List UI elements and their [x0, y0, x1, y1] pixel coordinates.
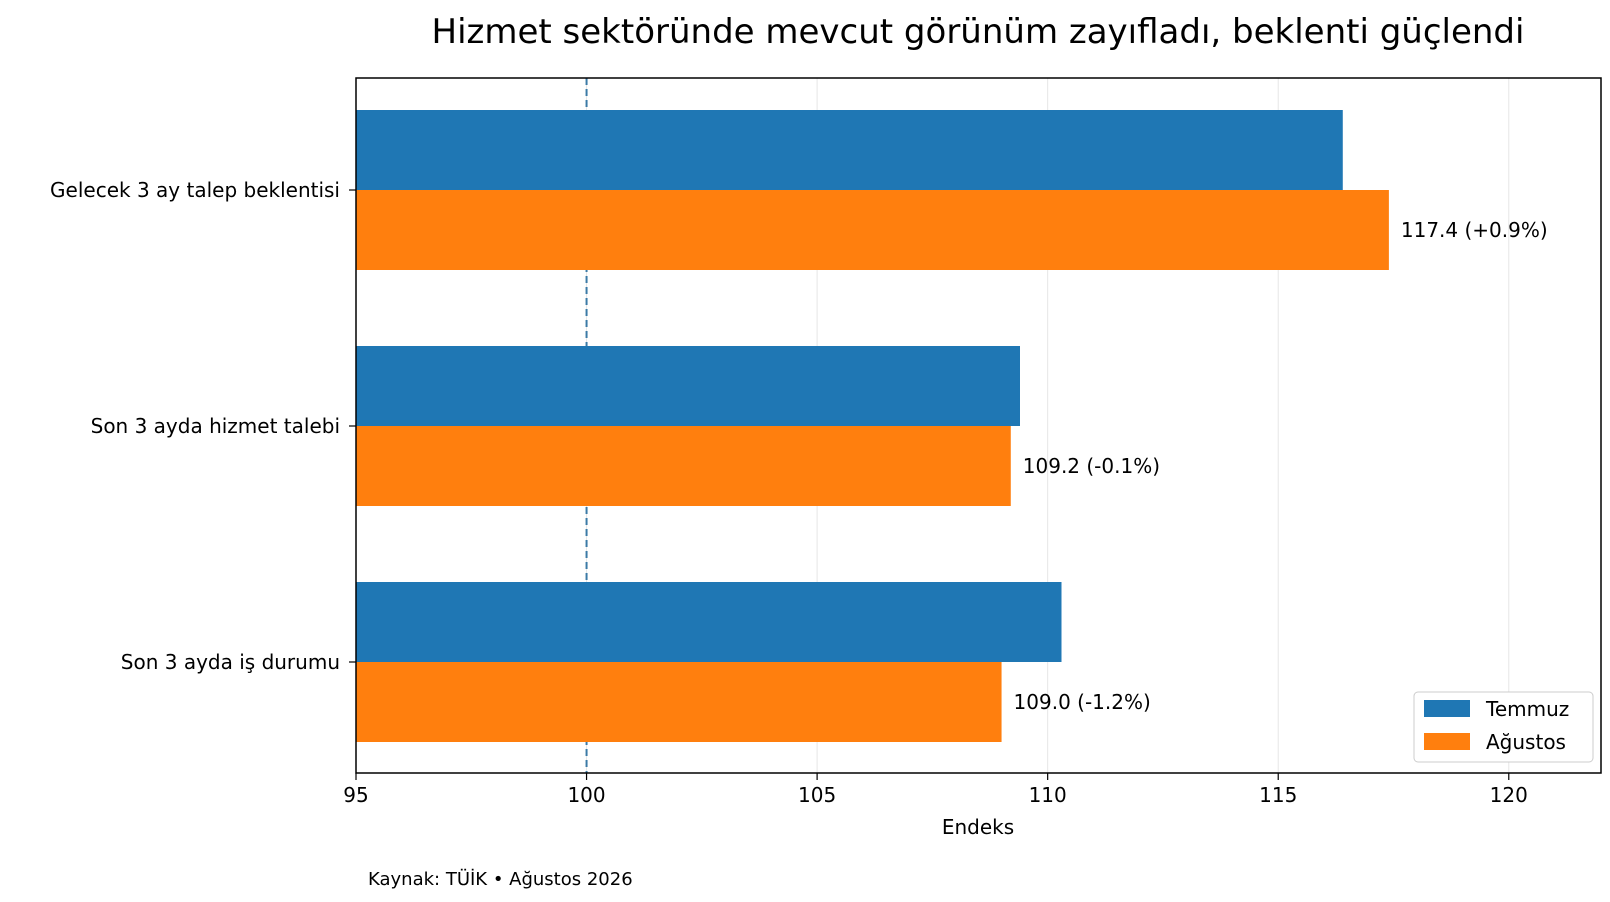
legend-swatch-Temmuz [1424, 700, 1470, 717]
y-tick-label-2: Son 3 ayda iş durumu [121, 650, 340, 674]
x-tick-label-1: 100 [567, 783, 605, 807]
legend-label-Ağustos: Ağustos [1486, 730, 1566, 754]
bar-Ağustos-2 [356, 662, 1002, 742]
x-tick-label-2: 105 [798, 783, 836, 807]
data-labels: 117.4 (+0.9%) 109.2 (-0.1%) 109.0 (-1.2%) [1014, 218, 1548, 714]
data-label-1: 109.2 (-0.1%) [1023, 454, 1160, 478]
data-label-0: 117.4 (+0.9%) [1401, 218, 1548, 242]
y-tick-label-1: Son 3 ayda hizmet talebi [91, 414, 340, 438]
bar-Temmuz-2 [356, 582, 1062, 662]
bar-Temmuz-1 [356, 346, 1020, 426]
x-axis-title: Endeks [942, 815, 1014, 839]
chart-title: Hizmet sektöründe mevcut görünüm zayıfla… [432, 12, 1525, 52]
x-axis: 95 100 105 110 115 120 [343, 773, 1528, 807]
bar-Temmuz-0 [356, 110, 1343, 190]
source-note: Kaynak: TÜİK • Ağustos 2026 [368, 868, 633, 890]
legend: Temmuz Ağustos [1413, 691, 1594, 763]
bar-Ağustos-1 [356, 426, 1011, 506]
x-tick-label-5: 120 [1490, 783, 1528, 807]
data-label-2: 109.0 (-1.2%) [1014, 690, 1151, 714]
x-tick-label-4: 115 [1259, 783, 1297, 807]
bar-Ağustos-0 [356, 190, 1389, 270]
legend-label-Temmuz: Temmuz [1485, 697, 1569, 721]
legend-swatch-Ağustos [1424, 733, 1470, 750]
y-tick-label-0: Gelecek 3 ay talep beklentisi [50, 178, 340, 202]
y-axis: Gelecek 3 ay talep beklentisi Son 3 ayda … [50, 178, 356, 674]
x-tick-label-3: 110 [1029, 783, 1067, 807]
bars-layer [356, 110, 1389, 742]
x-tick-label-0: 95 [343, 783, 368, 807]
